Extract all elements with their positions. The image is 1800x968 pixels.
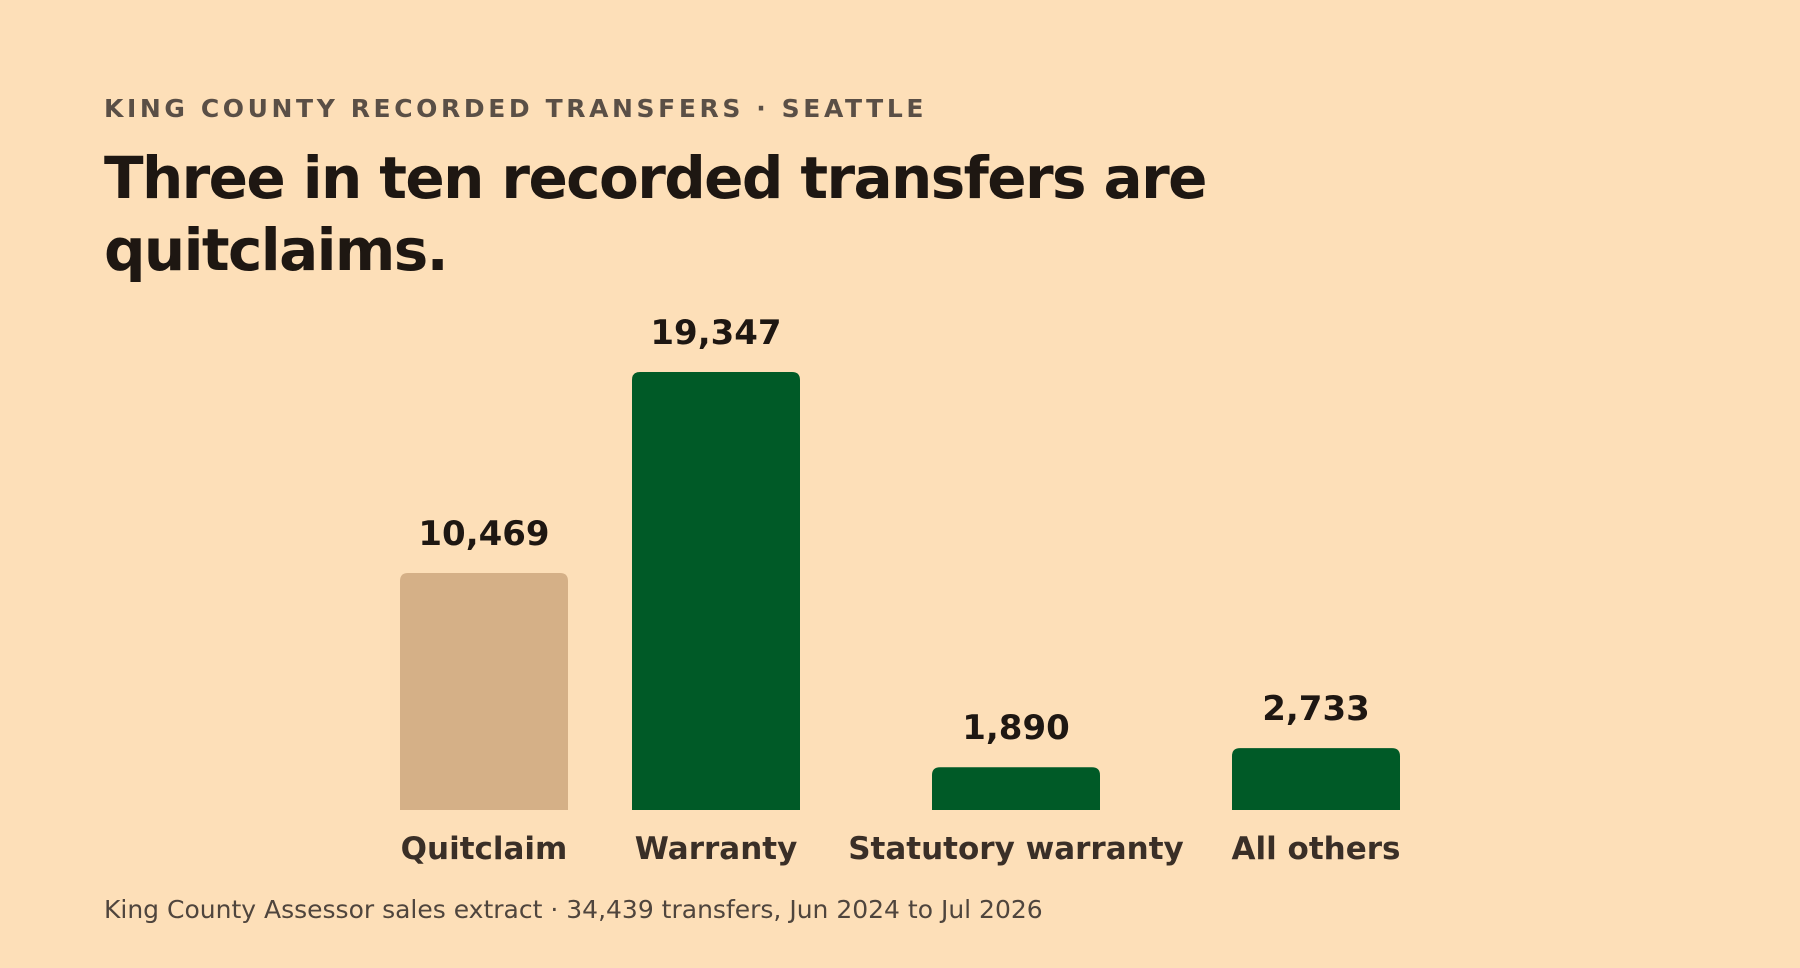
category-label-quitclaim: Quitclaim (401, 831, 568, 867)
bar-all-others (1232, 748, 1400, 810)
value-label-all-others: 2,733 (1262, 689, 1370, 729)
chart-eyebrow: KING COUNTY RECORDED TRANSFERS · SEATTLE (104, 94, 928, 123)
bar-quitclaim (400, 572, 568, 810)
category-label-all-others: All others (1232, 831, 1401, 867)
category-label-warranty: Warranty (635, 831, 798, 867)
value-label-quitclaim: 10,469 (418, 514, 549, 554)
value-label-warranty: 19,347 (650, 313, 781, 353)
value-label-statutory-warranty: 1,890 (962, 708, 1070, 748)
bar-warranty (632, 372, 800, 810)
chart-title: Three in ten recorded transfers are quit… (104, 144, 1207, 284)
bar-statutory-warranty (932, 767, 1100, 810)
source-note: King County Assessor sales extract · 34,… (104, 895, 1043, 924)
category-label-statutory-warranty: Statutory warranty (848, 831, 1184, 867)
